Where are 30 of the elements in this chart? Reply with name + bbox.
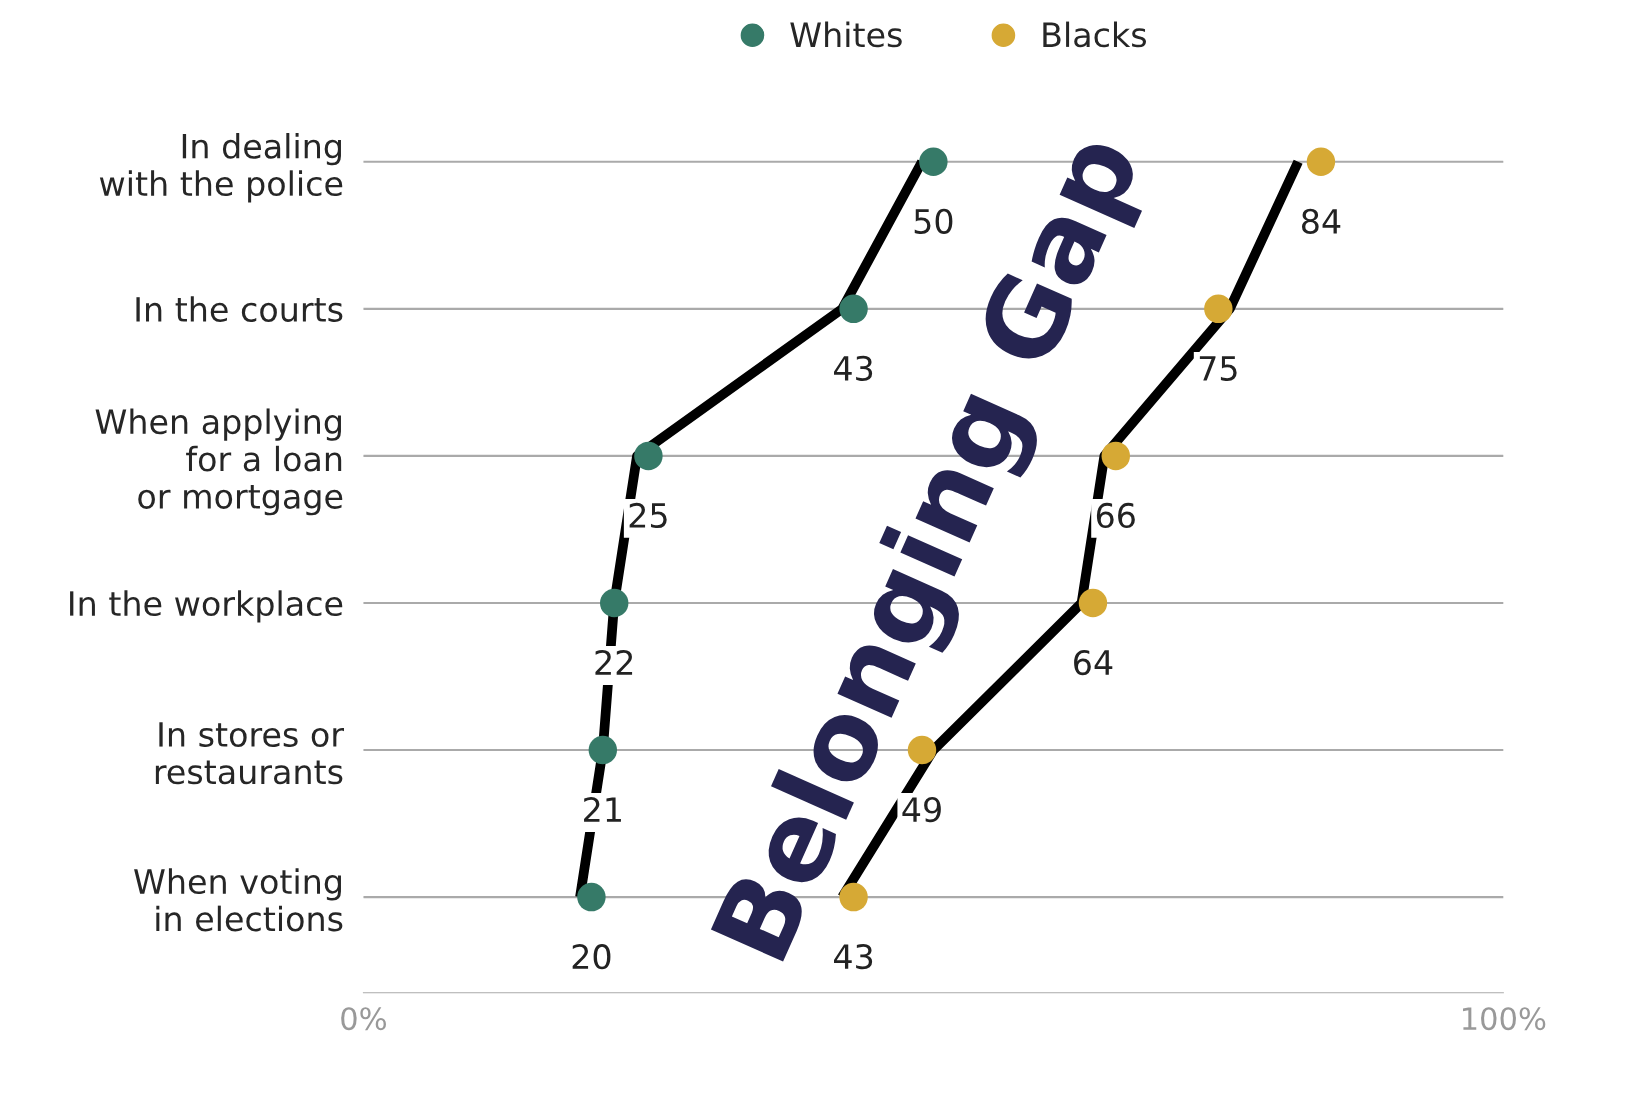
point <box>1078 588 1108 618</box>
y-tick-label: In dealing with the police <box>99 132 343 203</box>
point <box>588 735 618 765</box>
data-label: 21 <box>584 797 621 822</box>
x-tick-label: 0% <box>341 1007 386 1031</box>
y-tick-label: When voting in elections <box>134 868 343 932</box>
data-label: 50 <box>914 208 953 234</box>
y-tick-label: In stores or restaurants <box>155 722 344 785</box>
data-label: 20 <box>572 944 611 970</box>
point <box>919 147 948 177</box>
data-label: 43 <box>834 355 873 382</box>
point <box>577 882 606 912</box>
data-label: 84 <box>1301 208 1341 234</box>
y-tick-label: When applying for a loan or mortgage <box>95 408 343 516</box>
data-label: 66 <box>1096 502 1135 529</box>
point <box>1306 147 1336 177</box>
y-tick-label: In the courts <box>136 296 343 322</box>
point <box>599 588 629 618</box>
x-tick-label: 100% <box>1463 1007 1546 1031</box>
data-label: 64 <box>1074 649 1113 676</box>
data-label: 22 <box>595 649 633 675</box>
point <box>634 441 663 471</box>
y-tick-label: In the workplace <box>70 590 343 623</box>
legend-label: Blacks <box>1043 21 1147 48</box>
data-label: 75 <box>1199 356 1237 382</box>
point <box>1101 441 1130 471</box>
point <box>1204 294 1233 324</box>
data-label: 25 <box>629 502 667 529</box>
point <box>839 294 868 324</box>
legend-label: Whites <box>790 21 902 48</box>
